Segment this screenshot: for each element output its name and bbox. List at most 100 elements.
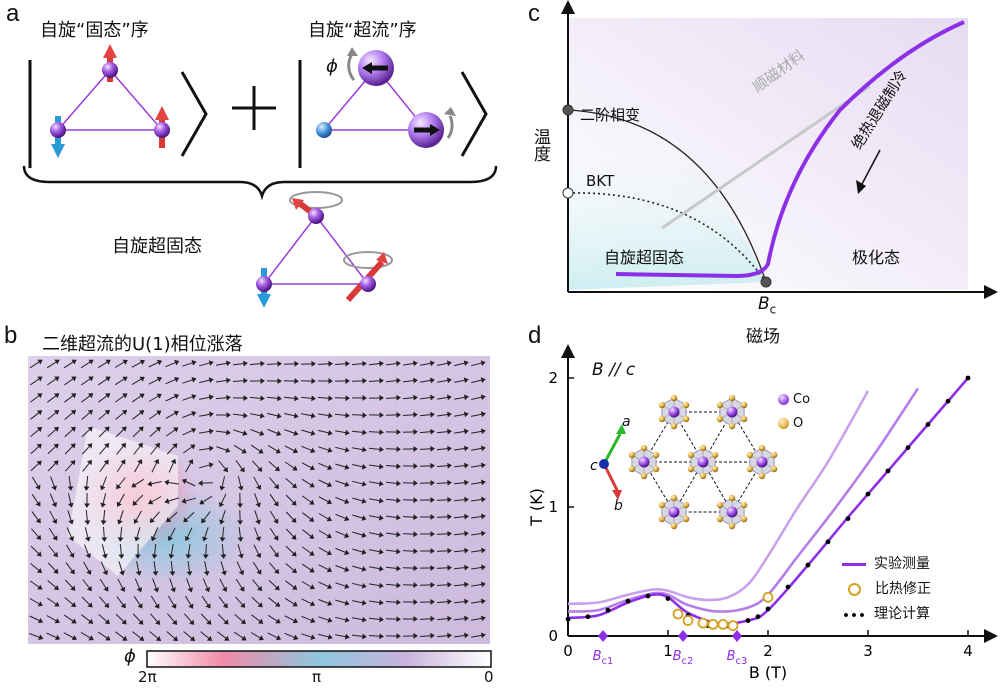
vector-arrowhead (184, 535, 191, 542)
pd-bc-sub: c (769, 302, 777, 317)
vector-arrowhead (168, 553, 175, 559)
vector-arrowhead (243, 360, 248, 367)
vector-arrowhead (310, 430, 316, 436)
colorbar-symbol: ϕ (124, 646, 136, 667)
theory-point (755, 614, 761, 620)
vector-arrowhead (327, 634, 333, 640)
o-atom (652, 451, 660, 459)
vector-arrowhead (326, 583, 333, 590)
polarized-label: 极化态 (852, 248, 901, 267)
vector-arrowhead (225, 360, 231, 367)
vector-arrowhead (172, 443, 178, 449)
vector-arrowhead (344, 481, 350, 487)
vector-arrowhead (84, 503, 90, 508)
vector-arrowhead (156, 393, 162, 399)
vector-arrowhead (122, 359, 128, 365)
vector-arrowhead (52, 535, 58, 541)
vector-arrowhead (181, 498, 187, 504)
vector-arrowhead (447, 530, 452, 537)
vector-arrowhead (310, 412, 316, 419)
vector-arrowhead (292, 584, 298, 590)
vector-arrowhead (198, 480, 203, 487)
o-atom (728, 522, 736, 530)
vector-arrowhead (191, 377, 197, 383)
vector-arrowhead (164, 479, 170, 486)
o-atom-icon (778, 418, 789, 429)
colorbar-tick-pi: π (312, 668, 322, 686)
theory-point (585, 614, 591, 620)
vector-arrowhead (344, 464, 350, 470)
vector-arrowhead (137, 603, 143, 609)
vector-arrowhead (275, 448, 281, 454)
vector-arrowhead (120, 603, 126, 609)
co-atom (756, 456, 768, 468)
co-atom (726, 406, 738, 418)
vector-arrowhead (172, 636, 178, 642)
vector-arrowhead (53, 585, 59, 591)
vector-arrowhead (378, 565, 384, 572)
vector-arrowhead (226, 394, 231, 401)
vector-arrowhead (223, 619, 229, 625)
vector-arrowhead (156, 359, 163, 366)
vector-arrowhead (396, 531, 401, 538)
supersolid-site-left (256, 276, 272, 292)
vector-arrowhead (171, 603, 177, 609)
y-tick-label: 0 (548, 627, 558, 645)
vector-arrowhead (202, 554, 209, 559)
bkt-label: BKT (586, 172, 615, 190)
o-atom (682, 501, 690, 509)
vector-arrowhead (149, 517, 155, 523)
vector-arrowhead (136, 587, 143, 593)
vector-arrowhead (326, 533, 332, 539)
vector-arrowhead (447, 547, 452, 554)
vector-arrowhead (326, 499, 332, 505)
vector-arrowhead (463, 377, 469, 384)
vector-arrowhead (292, 601, 298, 607)
vector-arrowhead (139, 376, 145, 382)
vector-arrowhead (311, 395, 316, 402)
vector-arrowhead (464, 496, 469, 503)
vector-arrowhead (379, 412, 384, 419)
vector-arrowhead (71, 393, 77, 399)
vector-arrowhead (87, 426, 93, 432)
vector-arrowhead (447, 462, 452, 469)
vector-arrowhead (104, 409, 110, 415)
vector-arrowhead (328, 378, 333, 384)
vector-arrowhead (446, 360, 452, 367)
vector-arrowhead (480, 479, 486, 486)
vector-arrowhead (137, 459, 143, 465)
vector-arrowhead (274, 585, 280, 591)
co-atom (638, 456, 650, 468)
vector-arrowhead (260, 378, 265, 384)
vector-arrowhead (344, 498, 350, 504)
vector-arrowhead (117, 537, 124, 542)
vector-arrowhead (396, 394, 401, 401)
vector-arrowhead (219, 519, 225, 525)
vector-arrowhead (447, 496, 452, 503)
vector-arrowhead (328, 395, 333, 402)
critical-field-label: Bc2 (673, 649, 694, 667)
vector-arrowhead (396, 599, 401, 606)
vector-arrowhead (205, 603, 211, 609)
vector-arrowhead (293, 634, 299, 641)
vector-arrowhead (413, 411, 418, 418)
vector-arrowhead (71, 635, 77, 641)
vector-arrowhead (378, 548, 384, 555)
theory-point (785, 584, 791, 590)
vector-arrowhead (219, 485, 226, 491)
vector-arrowhead (361, 446, 367, 453)
vector-arrowhead (237, 537, 244, 542)
vector-arrowhead (311, 360, 316, 367)
critical-field-sub: c1 (602, 656, 614, 667)
superfluid-order-label: 自旋“超流”序 (308, 20, 417, 41)
vector-arrowhead (52, 518, 58, 524)
vector-arrowhead (104, 619, 110, 625)
vector-arrowhead (480, 394, 486, 401)
critical-field-marker (598, 630, 608, 642)
vector-arrowhead (257, 602, 263, 608)
vector-arrowhead (293, 412, 299, 419)
vector-arrowhead (464, 530, 469, 537)
vector-arrowhead (277, 378, 282, 385)
vector-arrowhead (258, 448, 264, 454)
vector-arrowhead (430, 548, 435, 554)
